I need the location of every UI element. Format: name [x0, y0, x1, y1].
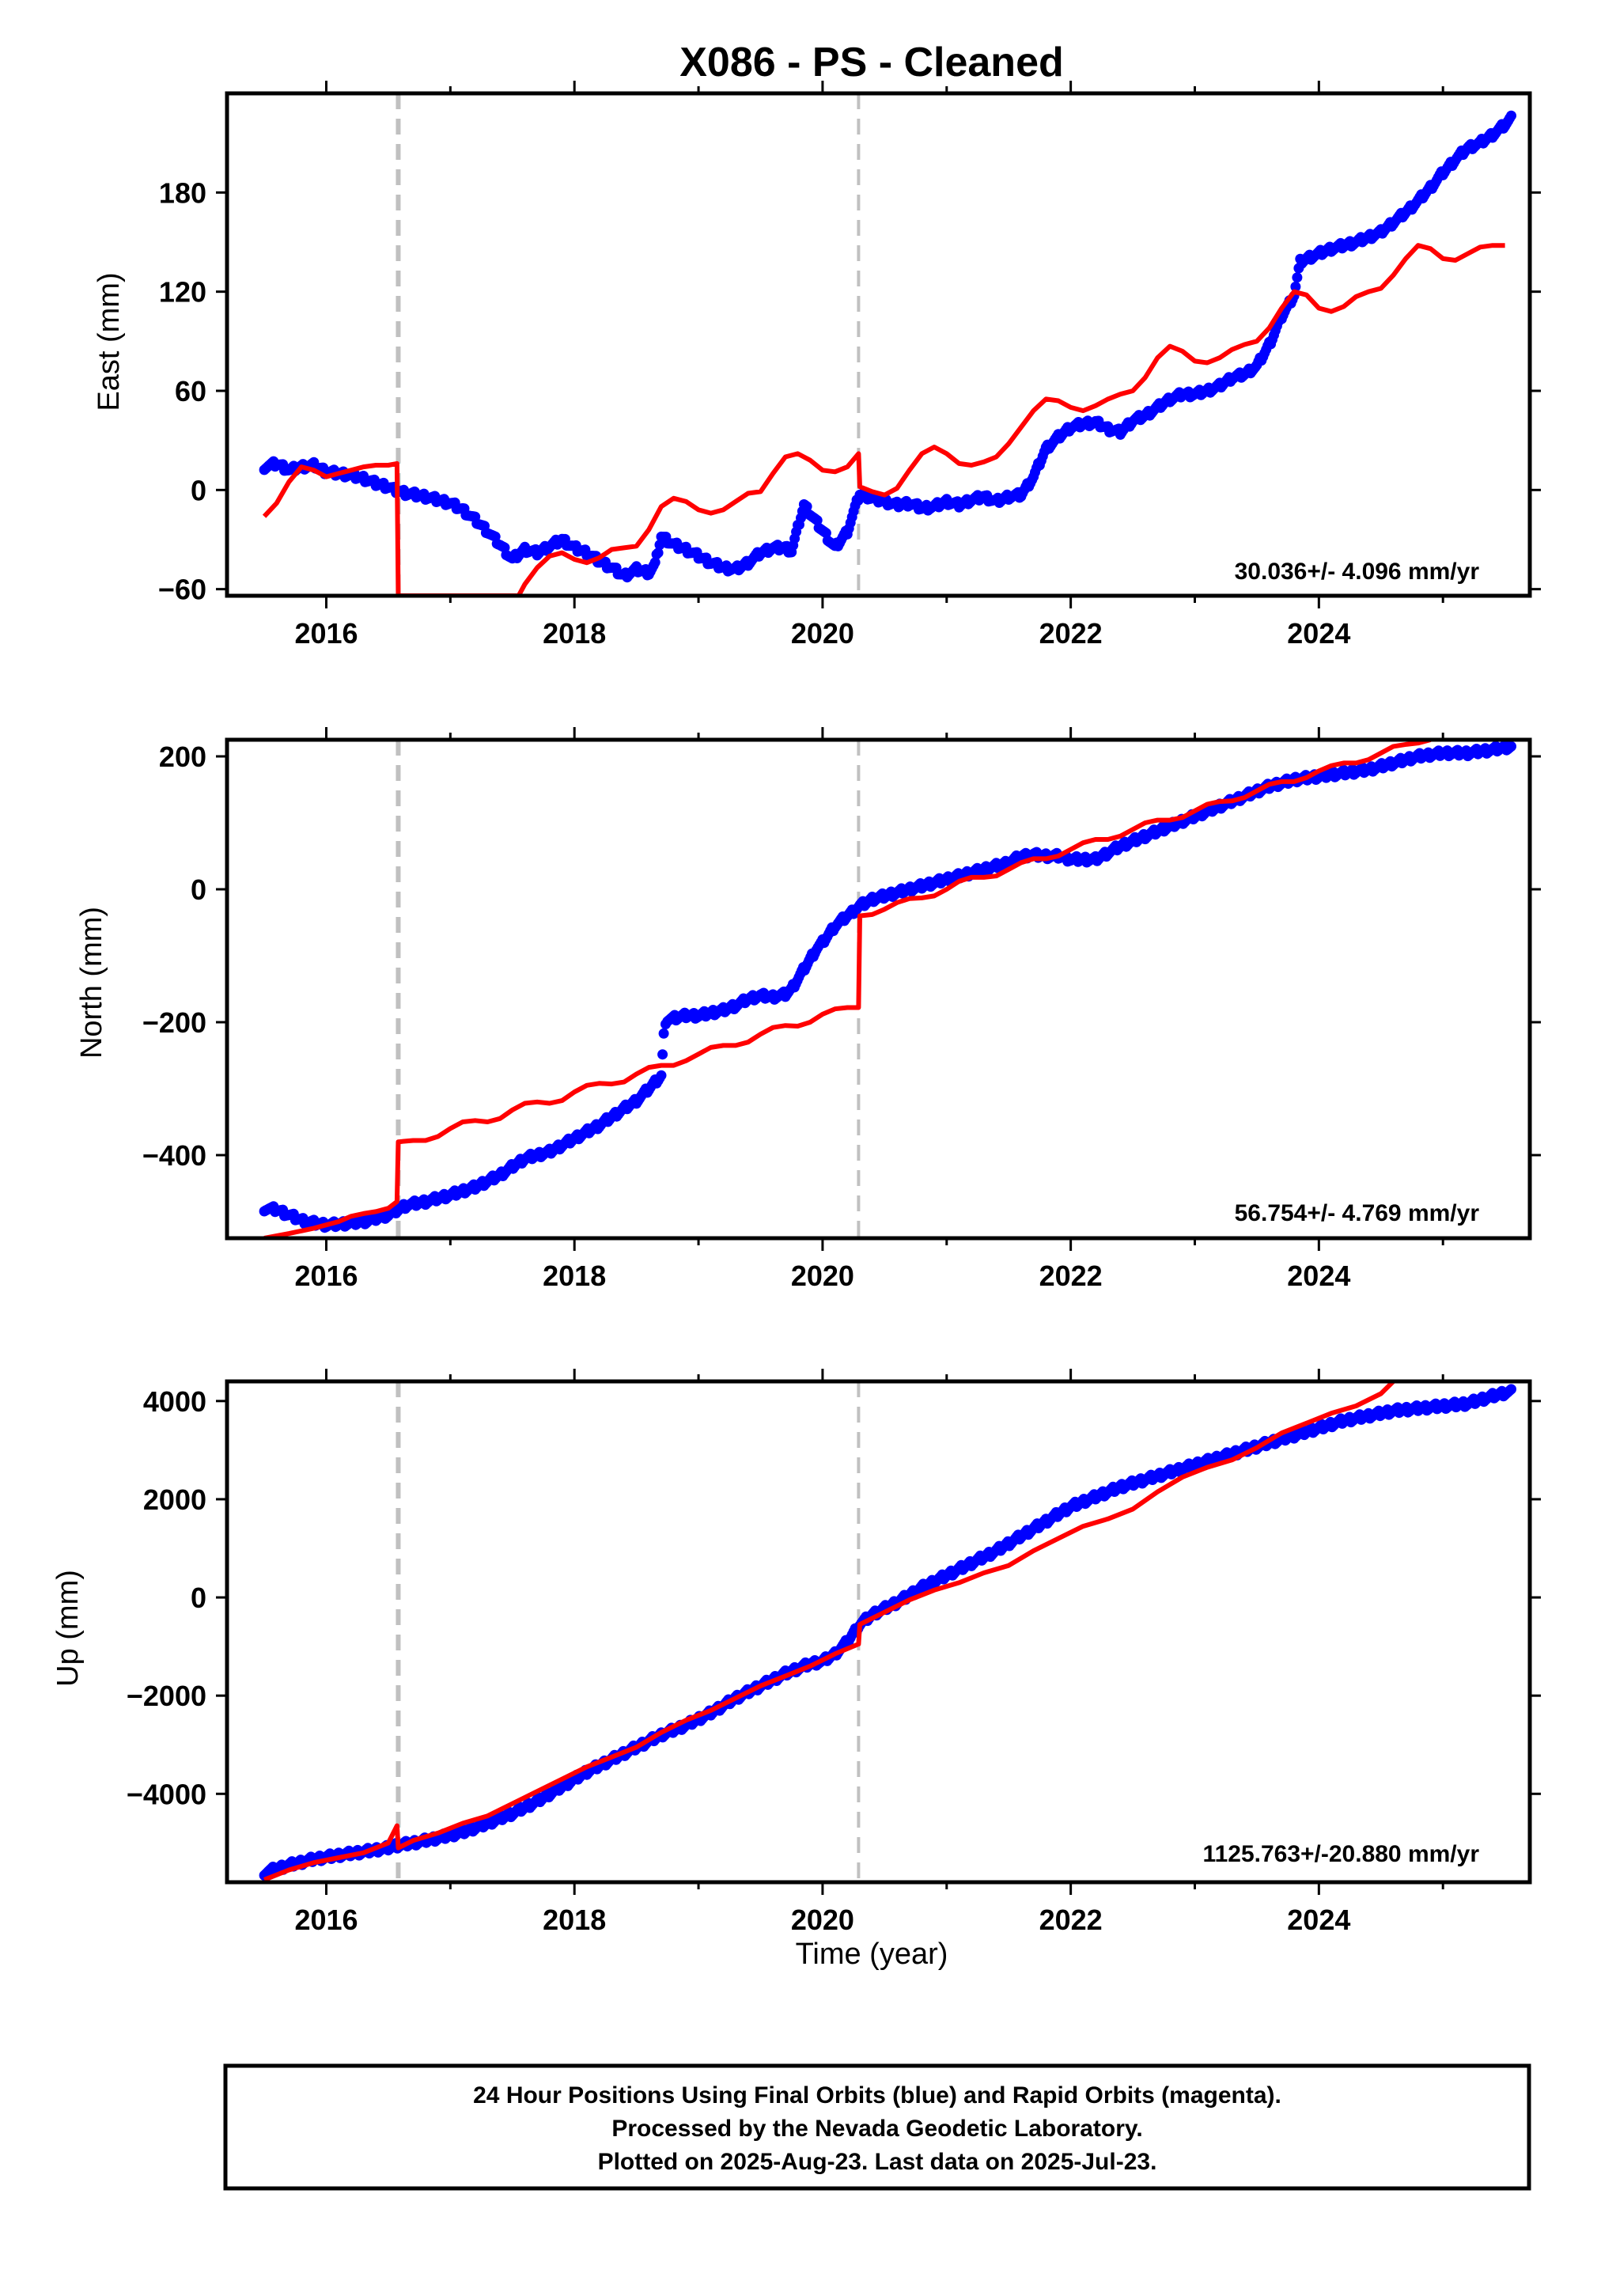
panel-up: Up (mm) 1125.763+/-20.880 mm/yr — [51, 1570, 1479, 1867]
y-tick-label-east: 0 — [191, 474, 206, 506]
footer-box: 24 Hour Positions Using Final Orbits (bl… — [223, 2063, 1531, 2191]
x-tick-label-east: 2016 — [294, 617, 358, 650]
x-tick-label-east: 2018 — [543, 617, 606, 650]
chart-title: X086 - PS - Cleaned — [679, 40, 1064, 85]
final-point-east — [653, 547, 664, 559]
final-point-north — [656, 1070, 667, 1081]
x-tick-label-east: 2020 — [791, 617, 854, 650]
final-point-east — [1290, 281, 1301, 292]
y-tick-label-east: −60 — [158, 574, 206, 606]
final-point-east — [649, 557, 660, 568]
x-tick-label-up: 2020 — [791, 1904, 854, 1936]
final-point-east — [1292, 272, 1303, 283]
y-axis-label-north: North (mm) — [75, 907, 108, 1059]
rate-label-east: 30.036+/- 4.096 mm/yr — [1235, 559, 1480, 585]
x-tick-label-up: 2018 — [543, 1904, 606, 1936]
y-axis-label-east: East (mm) — [93, 272, 126, 411]
y-tick-label-north: −400 — [142, 1139, 206, 1172]
rapid-line-east — [262, 243, 1505, 596]
y-tick-label-up: −2000 — [127, 1680, 206, 1712]
x-tick-label-up: 2016 — [294, 1904, 358, 1936]
y-tick-label-north: 200 — [159, 741, 206, 773]
final-point-east — [654, 540, 665, 551]
rapid-line-up — [263, 1381, 1395, 1882]
footer-line-1: 24 Hour Positions Using Final Orbits (bl… — [473, 2082, 1281, 2108]
final-point-up — [1506, 1384, 1516, 1395]
x-tick-label-north: 2016 — [294, 1260, 358, 1292]
x-tick-label-up: 2024 — [1287, 1904, 1350, 1936]
y-tick-label-north: 0 — [191, 873, 206, 906]
y-tick-label-north: −200 — [142, 1006, 206, 1039]
footer-line-3: Plotted on 2025-Aug-23. Last data on 202… — [598, 2149, 1157, 2175]
plot-frame-up — [225, 1379, 1532, 1885]
footer-line-2: Processed by the Nevada Geodetic Laborat… — [611, 2116, 1142, 2142]
x-axis-label: Time (year) — [796, 1938, 948, 1971]
final-point-north — [1506, 741, 1516, 752]
plot-area-up — [259, 1381, 1516, 1882]
x-tick-label-north: 2018 — [543, 1260, 606, 1292]
plot-frame-east — [225, 91, 1532, 598]
y-tick-label-east: 120 — [159, 276, 206, 309]
x-tick-label-north: 2020 — [791, 1260, 854, 1292]
plot-frame-north — [225, 737, 1532, 1241]
y-tick-label-up: −4000 — [127, 1778, 206, 1810]
rapid-line-north — [263, 740, 1432, 1238]
y-tick-label-east: 60 — [175, 375, 206, 407]
y-tick-label-east: 180 — [159, 176, 206, 209]
final-point-east — [1506, 110, 1516, 121]
x-tick-label-east: 2022 — [1039, 617, 1103, 650]
plot-area-north — [259, 740, 1516, 1238]
y-tick-label-up: 2000 — [143, 1483, 206, 1516]
plot-area-east — [259, 110, 1516, 596]
panel-north: North (mm) 56.754+/- 4.769 mm/yr — [75, 907, 1479, 1226]
final-point-north — [658, 1028, 669, 1039]
rate-label-north: 56.754+/- 4.769 mm/yr — [1235, 1200, 1480, 1226]
y-tick-label-up: 0 — [191, 1582, 206, 1614]
x-tick-label-north: 2024 — [1287, 1260, 1350, 1292]
x-tick-label-up: 2022 — [1039, 1904, 1103, 1936]
y-axis-label-up: Up (mm) — [51, 1570, 85, 1687]
final-point-north — [657, 1049, 668, 1060]
y-tick-label-up: 4000 — [143, 1385, 206, 1418]
x-tick-label-north: 2022 — [1039, 1260, 1103, 1292]
panel-east: East (mm) 30.036+/- 4.096 mm/yr — [93, 272, 1479, 585]
rate-label-up: 1125.763+/-20.880 mm/yr — [1203, 1841, 1480, 1867]
x-tick-label-east: 2024 — [1287, 617, 1350, 650]
